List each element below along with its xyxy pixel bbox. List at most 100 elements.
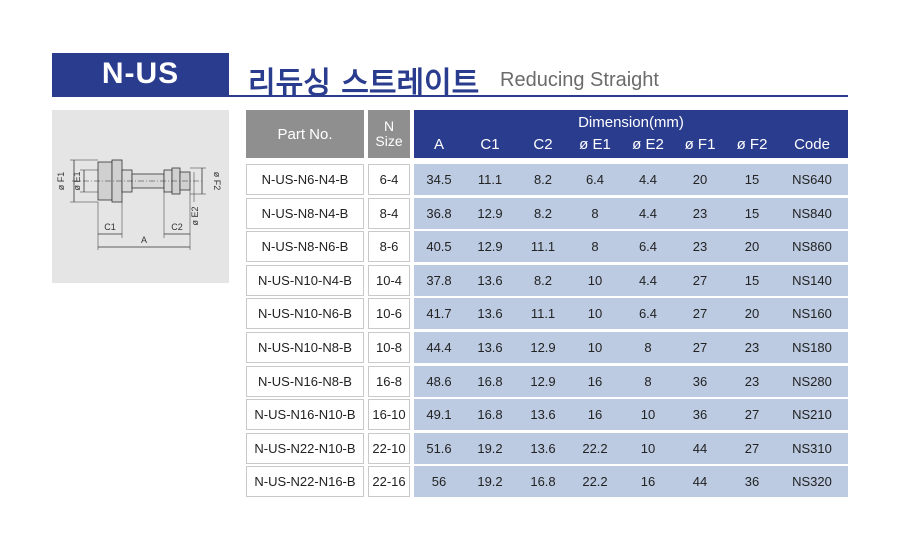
dimension-cell-a: 41.7	[426, 306, 452, 322]
label-c2: C2	[171, 222, 183, 232]
dimension-cell-e1: 8	[591, 239, 599, 255]
dimension-cell-e2: 8	[644, 373, 652, 389]
dimension-cell-f2: 20	[744, 306, 760, 322]
row-dimension-bg	[414, 197, 848, 229]
row-part-cell-bg	[246, 466, 364, 498]
dimension-cell-c2: 12.9	[530, 373, 556, 389]
part-number-cell: N-US-N6-N4-B	[261, 172, 349, 187]
product-series-badge: N-US	[52, 53, 229, 95]
row-part-cell-bg	[246, 432, 364, 464]
n-size-cell: 8-4	[379, 205, 399, 221]
dimension-cell-f2: 23	[744, 373, 760, 389]
header-col-e2: ø E2	[632, 135, 664, 153]
n-size-cell: 16-8	[375, 373, 403, 389]
dimension-cell-code: NS160	[792, 306, 832, 322]
header-n-size-line1: N	[383, 118, 395, 134]
header-dimension-label: Dimension(mm)	[578, 113, 684, 131]
header-n-size-line2: Size	[375, 133, 403, 149]
dimension-cell-code: NS210	[792, 407, 832, 423]
dimension-cell-e2: 4.4	[638, 272, 658, 288]
dimension-cell-a: 36.8	[426, 205, 452, 221]
dimension-cell-f2: 15	[744, 272, 760, 288]
dimension-cell-e2: 10	[640, 440, 656, 456]
dimension-cell-code: NS640	[792, 172, 832, 187]
part-number-cell: N-US-N22-N10-B	[254, 440, 356, 456]
row-dimension-bg	[414, 298, 848, 330]
title-divider	[52, 95, 848, 97]
row-dimension-bg	[414, 164, 848, 195]
dimension-cell-e2: 16	[640, 474, 656, 490]
header-col-f1: ø F1	[684, 135, 716, 153]
dimension-cell-c1: 11.1	[477, 172, 503, 187]
dimension-cell-f2: 27	[744, 440, 760, 456]
dimension-cell-a: 37.8	[426, 272, 452, 288]
n-size-cell: 10-6	[375, 306, 403, 322]
row-size-cell-bg	[368, 231, 410, 263]
dimension-cell-e1: 22.2	[582, 440, 608, 456]
dimension-cell-f1: 23	[692, 205, 708, 221]
part-number-cell: N-US-N10-N8-B	[258, 340, 352, 355]
middle-body	[131, 173, 165, 189]
dimension-cell-c2: 13.6	[530, 440, 556, 456]
row-size-cell-bg	[368, 332, 410, 363]
n-size-cell: 16-10	[372, 407, 406, 423]
dimension-cell-code: NS840	[792, 205, 832, 221]
dimension-cell-c1: 12.9	[477, 205, 503, 221]
dimension-drawing: ø F1 ø E1 ø F2 ø E2 C1 C2 A	[52, 110, 229, 283]
header-col-c1: C1	[480, 135, 500, 153]
header-col-c2: C2	[533, 135, 553, 153]
row-part-cell-bg	[246, 365, 364, 397]
dimension-cell-a: 34.5	[426, 172, 452, 187]
n-size-cell: 10-4	[375, 272, 403, 288]
dimension-cell-f1: 27	[692, 306, 708, 322]
dimension-cell-c2: 11.1	[530, 239, 556, 255]
dimension-cell-e1: 8	[591, 205, 599, 221]
label-e2: ø E2	[190, 206, 200, 225]
dimension-cell-e2: 8	[644, 340, 652, 355]
dimension-cell-f1: 23	[692, 239, 708, 255]
dimension-cell-e2: 6.4	[638, 306, 658, 322]
dimension-cell-c1: 13.6	[477, 306, 503, 322]
header-part-no: Part No.	[246, 110, 364, 158]
dimension-cell-f2: 15	[744, 172, 760, 187]
dimension-cell-c1: 19.2	[477, 440, 503, 456]
dimension-cell-c2: 13.6	[530, 407, 556, 423]
row-part-cell-bg	[246, 332, 364, 363]
dimension-cell-c2: 8.2	[533, 172, 553, 187]
dimension-cell-c1: 13.6	[477, 272, 503, 288]
row-size-cell-bg	[368, 164, 410, 195]
dimension-cell-code: NS310	[792, 440, 832, 456]
dimension-cell-c1: 16.8	[477, 407, 503, 423]
part-number-cell: N-US-N22-N16-B	[254, 474, 356, 490]
row-part-cell-bg	[246, 231, 364, 263]
row-part-cell-bg	[246, 298, 364, 330]
row-part-cell-bg	[246, 264, 364, 296]
dimension-cell-f1: 27	[692, 340, 708, 355]
dimension-cell-c2: 8.2	[533, 205, 553, 221]
row-size-cell-bg	[368, 197, 410, 229]
dimension-cell-c1: 19.2	[477, 474, 503, 490]
row-dimension-bg	[414, 432, 848, 464]
row-size-cell-bg	[368, 298, 410, 330]
n-size-cell: 6-4	[379, 172, 399, 187]
dimension-cell-a: 56	[431, 474, 447, 490]
label-f2: ø F2	[212, 172, 222, 191]
dimension-cell-e2: 4.4	[638, 172, 658, 187]
dimension-cell-e2: 4.4	[638, 205, 658, 221]
dimension-cell-code: NS180	[792, 340, 832, 355]
dimension-cell-c1: 13.6	[477, 340, 503, 355]
row-size-cell-bg	[368, 466, 410, 498]
row-dimension-bg	[414, 399, 848, 431]
n-size-cell: 10-8	[375, 340, 403, 355]
label-f1: ø F1	[56, 172, 66, 191]
dimension-cell-code: NS320	[792, 474, 832, 490]
label-e1: ø E1	[72, 171, 82, 190]
row-size-cell-bg	[368, 365, 410, 397]
label-a: A	[141, 235, 147, 245]
dimension-cell-f2: 15	[744, 205, 760, 221]
row-dimension-bg	[414, 264, 848, 296]
dimension-cell-a: 49.1	[426, 407, 452, 423]
product-title-english: Reducing Straight	[500, 69, 659, 91]
part-number-cell: N-US-N16-N8-B	[258, 373, 352, 389]
dimension-cell-c2: 8.2	[533, 272, 553, 288]
